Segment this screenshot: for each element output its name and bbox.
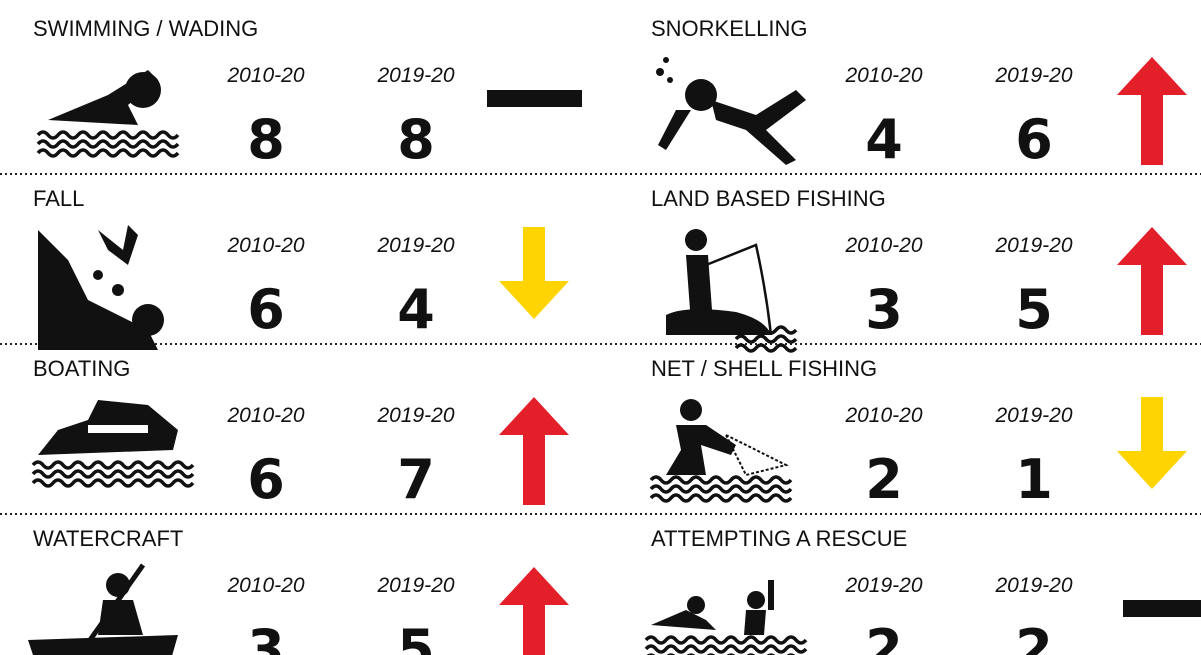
count: 3 (865, 278, 903, 341)
icon-shape (93, 270, 103, 280)
icon-shape (685, 79, 717, 111)
wave (734, 325, 798, 335)
wave (31, 460, 195, 470)
period-label: 2019-20 (376, 64, 454, 87)
count: 8 (247, 108, 285, 171)
wave (31, 469, 195, 479)
wave (734, 334, 798, 344)
wave (649, 475, 793, 485)
trend-arrow-down (1117, 397, 1187, 489)
icon-shape (666, 425, 736, 475)
activity-title: NET / SHELL FISHING (651, 356, 877, 381)
icon-shape (98, 225, 138, 265)
period-label: 2010-20 (226, 574, 304, 597)
activity-title: ATTEMPTING A RESCUE (651, 526, 907, 551)
activity-title: SNORKELLING (651, 16, 808, 41)
period-label: 2010-20 (226, 234, 304, 257)
period-label: 2010-20 (226, 404, 304, 427)
count: 5 (397, 618, 435, 655)
icon-shape (132, 304, 164, 336)
trend-arrow-up (499, 397, 569, 505)
icon-shape (651, 610, 716, 630)
activity-title: SWIMMING / WADING (33, 16, 258, 41)
count: 6 (247, 278, 285, 341)
icon-shape (711, 90, 806, 165)
icon-shape (88, 425, 148, 433)
activity-title: WATERCRAFT (33, 526, 183, 551)
icon-shape (680, 399, 702, 421)
icon-shape (38, 230, 158, 350)
activity-icon (656, 57, 806, 165)
period-label: 2019-20 (844, 574, 922, 597)
activity-icon (38, 225, 164, 350)
count: 4 (865, 108, 903, 171)
count: 5 (1015, 278, 1053, 341)
period-label: 2019-20 (994, 404, 1072, 427)
period-label: 2019-20 (376, 234, 454, 257)
icon-shape (663, 57, 669, 63)
period-label: 2010-20 (844, 234, 922, 257)
wave (644, 644, 808, 654)
activity-icon (644, 580, 808, 655)
icon-shape (685, 229, 707, 251)
wave (36, 148, 180, 158)
count: 2 (865, 448, 903, 511)
activity-icon (649, 399, 793, 503)
wave (36, 130, 180, 140)
icon-shape (723, 432, 789, 477)
wave (644, 635, 808, 645)
activity-title: BOATING (33, 356, 130, 381)
activity-icon (31, 400, 195, 488)
count: 2 (865, 618, 903, 655)
trend-arrow-down (499, 227, 569, 319)
icon-shape (656, 68, 664, 76)
count: 7 (397, 448, 435, 511)
icon-shape (747, 591, 765, 609)
trend-dash (487, 90, 582, 107)
period-label: 2010-20 (226, 64, 304, 87)
trend-dash (1123, 600, 1201, 617)
icon-shape (744, 610, 766, 635)
activity-icon (36, 70, 180, 158)
period-label: 2019-20 (376, 404, 454, 427)
count: 6 (1015, 108, 1053, 171)
icon-shape (112, 284, 124, 296)
count: 4 (397, 278, 435, 341)
period-label: 2019-20 (376, 574, 454, 597)
wave (31, 478, 195, 488)
icon-shape (667, 77, 673, 83)
icon-shape (28, 635, 178, 655)
icon-shape (768, 580, 774, 610)
icon-shape (658, 110, 691, 150)
count: 3 (247, 618, 285, 655)
count: 8 (397, 108, 435, 171)
icon-shape (705, 243, 773, 336)
activity-icon (666, 229, 798, 353)
wave (649, 484, 793, 494)
period-label: 2010-20 (844, 404, 922, 427)
period-label: 2019-20 (994, 234, 1072, 257)
icon-shape (687, 596, 705, 614)
trend-arrow-up (1117, 57, 1187, 165)
activity-title: FALL (33, 186, 84, 211)
period-label: 2019-20 (994, 64, 1072, 87)
trend-arrow-up (499, 567, 569, 655)
icon-shape (686, 255, 712, 310)
count: 6 (247, 448, 285, 511)
activity-icon (28, 563, 178, 655)
count: 1 (1015, 448, 1053, 511)
period-label: 2010-20 (844, 64, 922, 87)
activity-title: LAND BASED FISHING (651, 186, 886, 211)
count: 2 (1015, 618, 1053, 655)
wave (734, 343, 798, 353)
icon-shape (48, 70, 158, 125)
period-label: 2019-20 (994, 574, 1072, 597)
trend-arrow-up (1117, 227, 1187, 335)
icon-shape (80, 563, 146, 652)
wave (36, 139, 180, 149)
wave (649, 493, 793, 503)
